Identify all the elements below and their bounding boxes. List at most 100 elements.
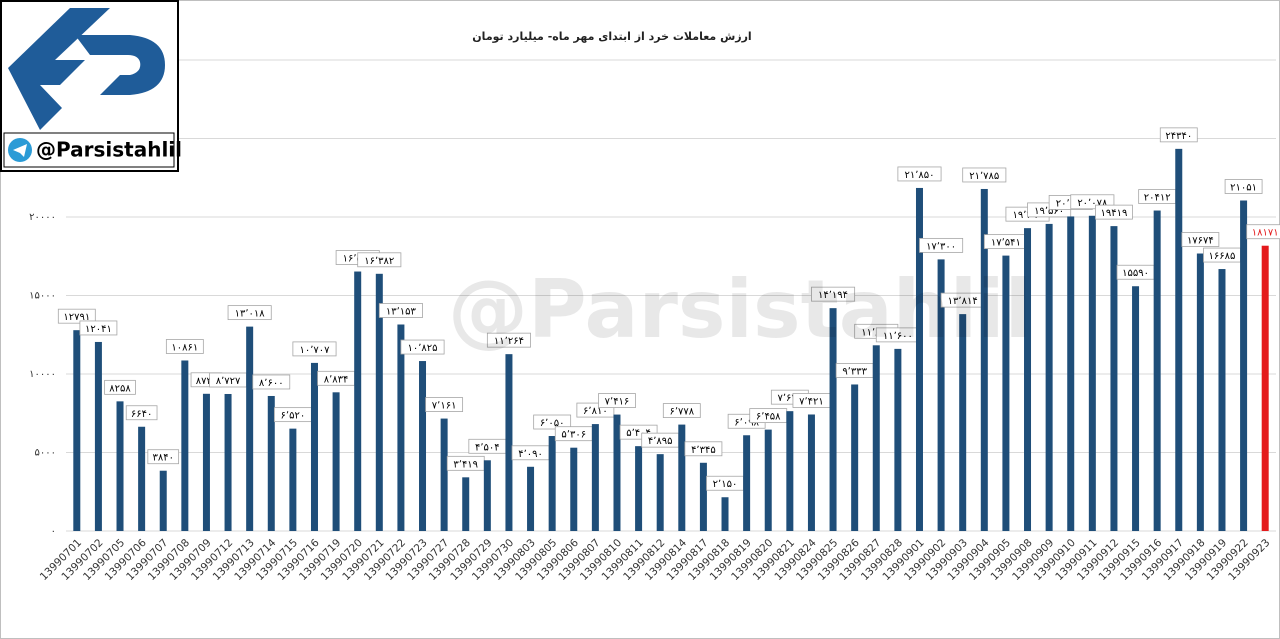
bar	[699, 462, 707, 531]
bar	[1196, 253, 1204, 532]
bar	[1218, 269, 1226, 531]
value-label-box	[79, 320, 118, 336]
bar	[678, 424, 686, 531]
value-label: ۷٬۶۳۳	[778, 393, 803, 404]
value-label: ۸٬۶۰۰	[259, 378, 284, 389]
value-label: ۱۹۴۱۹	[1101, 208, 1128, 219]
bar	[764, 429, 772, 531]
bar	[1240, 200, 1248, 531]
bar	[116, 401, 124, 531]
value-label: ۴٬۰۹۰	[518, 449, 543, 460]
bar	[894, 348, 902, 531]
bar	[1067, 216, 1075, 531]
watermark: @Parsistahlil	[448, 263, 1032, 356]
bar	[73, 330, 81, 531]
bar	[505, 354, 513, 531]
bar	[1132, 286, 1140, 531]
bar	[1110, 226, 1118, 531]
bar	[1045, 223, 1053, 531]
bar	[332, 392, 340, 531]
value-label-box	[919, 237, 964, 253]
value-label: ۸۷۳۹	[196, 376, 217, 387]
value-label-box	[165, 339, 204, 354]
value-label: ۹٬۳۳۳	[842, 366, 867, 377]
logo-shape	[8, 8, 110, 130]
value-label-box	[357, 252, 402, 268]
bar	[786, 411, 794, 531]
value-label: ۲٬۱۵۰	[713, 479, 738, 490]
value-label: ۶٬۰۹۸	[734, 417, 759, 428]
value-label: ۱۹٬۵۶۰	[1034, 206, 1064, 217]
value-label: ۸۲۵۸	[109, 383, 131, 394]
value-label-box	[811, 286, 856, 302]
value-label-box	[897, 166, 942, 182]
bar	[980, 188, 988, 531]
value-label: ۶٬۵۲۰	[281, 411, 306, 422]
bar	[354, 271, 362, 531]
value-label: ۲۱٬۷۸۵	[969, 171, 999, 182]
value-label: ۶٬۸۱۰	[583, 406, 608, 417]
value-label: ۶٬۴۵۸	[756, 412, 781, 423]
bar	[959, 314, 967, 531]
value-label: ۲۱۰۵۱	[1230, 182, 1257, 193]
value-label: ۱۲۷۹۱	[63, 312, 90, 323]
bar	[462, 477, 470, 531]
bar	[829, 308, 837, 531]
bar	[397, 324, 405, 531]
value-label: ۲۴۳۴۰	[1165, 131, 1192, 142]
telegram-icon	[13, 144, 27, 157]
bar	[310, 362, 318, 531]
value-label: ۱۱٬۶۰۰	[883, 331, 913, 342]
value-label: ۱۳٬۱۵۳	[386, 306, 417, 317]
value-label: ۷٬۱۶۱	[432, 401, 457, 412]
value-label-box	[486, 332, 531, 348]
value-label-box	[57, 308, 96, 324]
value-label: ۱۳٬۸۱۴	[948, 296, 978, 307]
bar	[159, 470, 167, 531]
bar	[267, 395, 275, 531]
value-label-box	[292, 341, 337, 357]
value-label: ۲۱٬۸۵۰	[904, 170, 934, 181]
value-label: ۱۶٬۳۸۲	[364, 256, 394, 267]
value-label-box	[147, 449, 180, 465]
bar	[483, 460, 491, 531]
bar	[246, 326, 254, 531]
value-label: ۲۰٬۰۷۸	[1077, 198, 1108, 209]
logo-text: @Parsistahlil	[36, 138, 182, 162]
value-label: ۴٬۵۰۴	[475, 442, 500, 453]
y-tick-label: ۰	[51, 526, 56, 537]
value-label: ۱۰٬۸۲۵	[407, 343, 437, 354]
y-tick-label: ۱۵۰۰۰	[29, 291, 56, 302]
value-label: ۱۲۰۴۱	[85, 324, 112, 335]
bar	[202, 393, 210, 531]
bar	[743, 435, 751, 531]
value-label-box	[378, 303, 423, 318]
value-label-box	[1246, 224, 1280, 240]
value-label: ۴٬۳۴۵	[691, 445, 716, 456]
bar	[872, 345, 880, 531]
bar	[1175, 148, 1183, 531]
bars: ۱۲۷۹۱13990701۱۲۰۴۱13990702۸۲۵۸13990705۶۶…	[38, 127, 1280, 583]
bar	[656, 454, 664, 531]
logo-shape	[75, 35, 165, 95]
bar	[721, 497, 729, 531]
bar	[915, 187, 923, 531]
value-label: ۸٬۸۳۴	[324, 374, 349, 385]
value-label-box	[684, 441, 723, 457]
bar	[591, 424, 599, 531]
value-label: ۵٬۴۰۴	[626, 428, 651, 439]
value-label: ۱۷۶۷۴	[1187, 236, 1214, 247]
value-label: ۶٬۷۷۸	[669, 407, 694, 418]
value-label: ۳٬۴۱۹	[453, 459, 478, 470]
bar	[1261, 245, 1269, 531]
value-label: ۱۵۵۹۰	[1122, 268, 1149, 279]
value-label-box	[227, 305, 272, 321]
value-label: ۱۰٬۷۰۷	[299, 345, 330, 356]
logo-banner	[3, 132, 175, 168]
bar	[635, 446, 643, 531]
bar	[224, 393, 232, 531]
bar	[570, 447, 578, 531]
value-label: ۸٬۷۲۷	[216, 376, 241, 387]
bar	[613, 414, 621, 531]
